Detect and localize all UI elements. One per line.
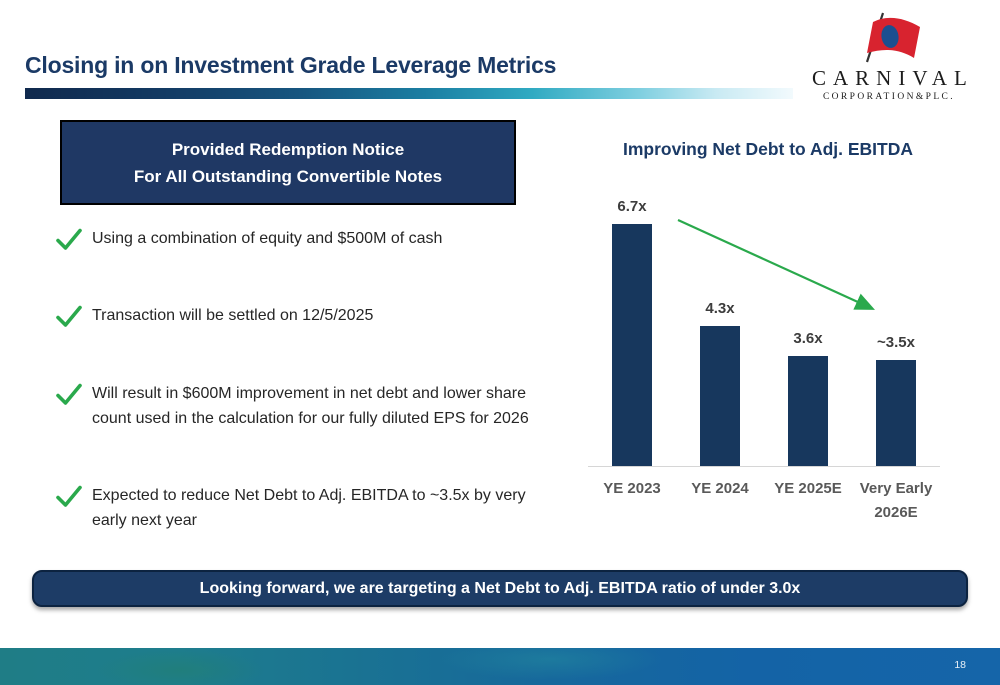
bullet-item: Expected to reduce Net Debt to Adj. EBIT… <box>56 483 532 533</box>
notice-line-1: Provided Redemption Notice <box>171 139 405 159</box>
bar-value-label: ~3.5x <box>877 333 915 351</box>
chart-x-labels: YE 2023 YE 2024 YE 2025E Very Early 2026E <box>588 477 940 525</box>
chart-column: 6.7x <box>588 190 676 466</box>
chart-bar <box>876 359 916 466</box>
bullet-text: Expected to reduce Net Debt to Adj. EBIT… <box>92 487 526 529</box>
chart-title: Improving Net Debt to Adj. EBITDA <box>622 139 914 159</box>
chart-bar <box>788 355 828 466</box>
target-banner: Looking forward, we are targeting a Net … <box>32 570 968 607</box>
bullet-item: Transaction will be settled on 12/5/2025 <box>56 303 532 329</box>
chart-bar <box>700 325 740 466</box>
carnival-logo: CARNIVAL CORPORATION&PLC. <box>805 12 973 102</box>
carnival-flag-icon <box>865 12 920 63</box>
bullet-text: Using a combination of equity and $500M … <box>92 230 443 247</box>
chart-column: ~3.5x <box>852 190 940 466</box>
x-axis-label: Very Early 2026E <box>859 480 933 521</box>
chart-plot: 6.7x 4.3x 3.6x ~3.5x <box>588 190 940 467</box>
page-title: Closing in on Investment Grade Leverage … <box>25 52 557 78</box>
bullet-item: Will result in $600M improvement in net … <box>56 381 532 431</box>
chart-column: 3.6x <box>764 190 852 466</box>
bullet-item: Using a combination of equity and $500M … <box>56 226 532 252</box>
check-icon <box>56 305 82 327</box>
bullet-text: Will result in $600M improvement in net … <box>92 385 529 427</box>
chart-column: 4.3x <box>676 190 764 466</box>
check-icon <box>56 485 82 507</box>
x-axis-label: YE 2024 <box>691 480 749 497</box>
bar-value-label: 6.7x <box>617 197 647 215</box>
bar-value-label: 4.3x <box>705 299 735 317</box>
chart-bar <box>612 223 652 466</box>
bar-value-label: 3.6x <box>793 329 823 347</box>
bullet-text: Transaction will be settled on 12/5/2025 <box>92 307 374 324</box>
footer-strip: 18 <box>0 648 1000 685</box>
logo-subtitle: CORPORATION&PLC. <box>822 92 956 102</box>
notice-line-2: For All Outstanding Convertible Notes <box>133 166 443 186</box>
page-number: 18 <box>954 659 966 671</box>
target-banner-text: Looking forward, we are targeting a Net … <box>199 579 801 597</box>
check-icon <box>56 383 82 405</box>
redemption-notice-box: Provided Redemption Notice For All Outst… <box>60 120 516 205</box>
check-icon <box>56 228 82 250</box>
x-axis-label: YE 2025E <box>774 480 842 497</box>
x-axis-label: YE 2023 <box>603 480 661 497</box>
title-gradient-rule <box>25 88 793 99</box>
logo-wordmark: CARNIVAL <box>812 66 974 90</box>
